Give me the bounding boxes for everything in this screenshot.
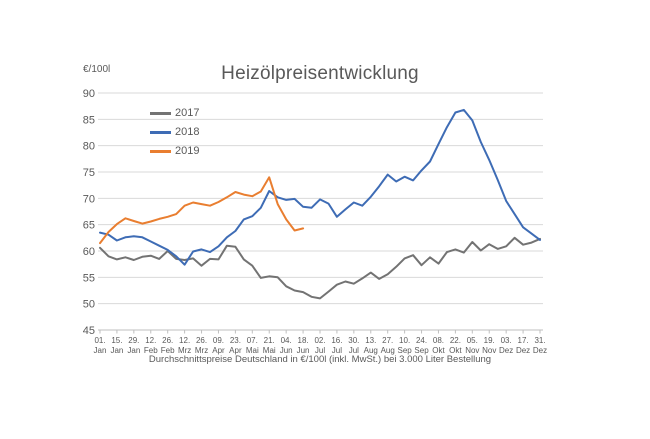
svg-text:70: 70: [83, 193, 95, 205]
y-axis-unit-label: €/100l: [83, 64, 111, 75]
chart-title: Heizölpreisentwicklung: [221, 63, 419, 84]
chart-subtitle: Durchschnittspreise Deutschland in €/100…: [148, 354, 492, 365]
svg-text:23.: 23.: [230, 336, 241, 345]
svg-text:19.: 19.: [484, 336, 495, 345]
svg-text:Feb: Feb: [144, 346, 158, 355]
legend-line-icon: [150, 150, 171, 153]
svg-text:04.: 04.: [281, 336, 292, 345]
svg-text:Feb: Feb: [161, 346, 175, 355]
svg-text:60: 60: [83, 246, 95, 258]
legend-label: 2019: [175, 145, 200, 157]
svg-text:65: 65: [83, 220, 95, 232]
legend-line-icon: [150, 112, 171, 115]
svg-text:18.: 18.: [298, 336, 309, 345]
svg-text:13.: 13.: [365, 336, 376, 345]
svg-text:Mai: Mai: [246, 346, 259, 355]
legend-label: 2018: [175, 126, 200, 138]
svg-text:16.: 16.: [331, 336, 342, 345]
svg-text:Nov: Nov: [482, 346, 496, 355]
svg-text:Okt: Okt: [432, 346, 445, 355]
series-line-2018: [99, 108, 541, 266]
svg-text:12.: 12.: [179, 336, 190, 345]
svg-text:90: 90: [83, 88, 95, 100]
svg-text:27.: 27.: [382, 336, 393, 345]
svg-text:Jun: Jun: [297, 346, 310, 355]
svg-text:29.: 29.: [128, 336, 139, 345]
svg-text:85: 85: [83, 114, 95, 126]
svg-text:02.: 02.: [314, 336, 325, 345]
svg-text:Apr: Apr: [212, 346, 225, 355]
svg-text:75: 75: [83, 167, 95, 179]
svg-text:Dez: Dez: [499, 346, 513, 355]
svg-text:45: 45: [83, 325, 95, 337]
svg-text:26.: 26.: [162, 336, 173, 345]
svg-text:Sep: Sep: [397, 346, 412, 355]
svg-text:Dez: Dez: [533, 346, 547, 355]
legend-line-icon: [150, 131, 171, 134]
svg-text:Mai: Mai: [263, 346, 276, 355]
svg-text:05.: 05.: [467, 336, 478, 345]
svg-text:31.: 31.: [534, 336, 545, 345]
x-axis: 01.Jan15.Jan29.Jan12.Feb26.Feb12.Mrz26.M…: [94, 330, 547, 355]
svg-text:10.: 10.: [399, 336, 410, 345]
svg-text:08.: 08.: [433, 336, 444, 345]
svg-text:Jul: Jul: [315, 346, 325, 355]
svg-text:Aug: Aug: [364, 346, 378, 355]
svg-text:Jan: Jan: [94, 346, 107, 355]
chart-legend: 2017 2018 2019: [150, 104, 199, 161]
svg-text:Mrz: Mrz: [195, 346, 208, 355]
svg-text:Jun: Jun: [280, 346, 293, 355]
svg-text:Sep: Sep: [414, 346, 429, 355]
svg-text:Jul: Jul: [349, 346, 359, 355]
svg-text:21.: 21.: [264, 336, 275, 345]
svg-text:Apr: Apr: [229, 346, 242, 355]
svg-text:12.: 12.: [145, 336, 156, 345]
svg-text:15.: 15.: [111, 336, 122, 345]
svg-text:Jul: Jul: [332, 346, 342, 355]
y-gridlines: [98, 92, 543, 331]
legend-item-2017: 2017: [150, 104, 199, 123]
series-line-2017: [99, 236, 541, 300]
svg-text:01.: 01.: [94, 336, 105, 345]
svg-text:Nov: Nov: [465, 346, 479, 355]
legend-item-2018: 2018: [150, 123, 199, 142]
svg-text:Aug: Aug: [381, 346, 395, 355]
svg-text:03.: 03.: [501, 336, 512, 345]
svg-text:24.: 24.: [416, 336, 427, 345]
svg-text:Jan: Jan: [110, 346, 123, 355]
svg-text:22.: 22.: [450, 336, 461, 345]
y-axis-tick-labels: 45 50 55 60 65 70 75 80 85 90: [83, 88, 95, 337]
svg-text:07.: 07.: [247, 336, 258, 345]
legend-item-2019: 2019: [150, 142, 199, 161]
svg-text:26.: 26.: [196, 336, 207, 345]
series-line-2019: [99, 176, 305, 245]
legend-label: 2017: [175, 107, 200, 119]
svg-text:09.: 09.: [213, 336, 224, 345]
svg-text:80: 80: [83, 141, 95, 153]
svg-text:Mrz: Mrz: [178, 346, 191, 355]
svg-text:Jan: Jan: [127, 346, 140, 355]
svg-text:30.: 30.: [348, 336, 359, 345]
svg-text:50: 50: [83, 299, 95, 311]
svg-text:17.: 17.: [518, 336, 529, 345]
svg-text:55: 55: [83, 272, 95, 284]
svg-text:Okt: Okt: [449, 346, 462, 355]
svg-text:Dez: Dez: [516, 346, 530, 355]
